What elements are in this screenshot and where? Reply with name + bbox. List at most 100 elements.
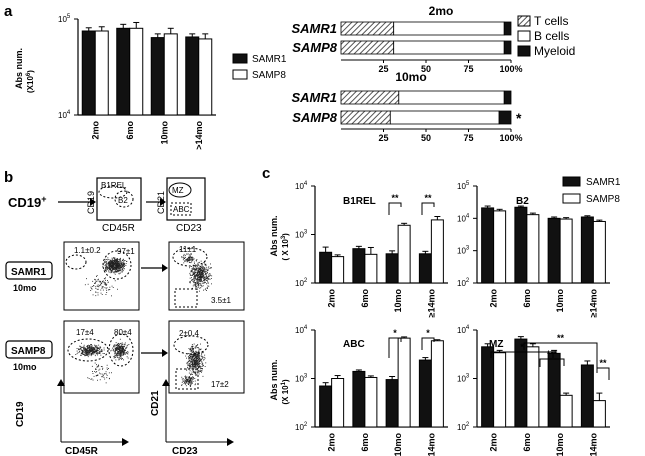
y-tick-label-0: 102 [295,278,308,288]
event-dot [192,365,194,367]
y-axis-label: Abs num. [14,48,24,89]
event-dot [198,353,199,355]
event-dot [193,354,195,356]
event-dot [200,281,202,282]
event-dot [126,345,128,347]
event-dot [99,353,101,354]
event-dot [207,272,208,273]
event-dot [190,377,192,379]
event-dot [106,374,108,376]
event-dot [200,276,202,278]
event-dot [185,376,187,378]
event-dot [192,274,193,276]
event-dot [197,274,199,276]
bar-samp8-0 [493,210,507,284]
event-dot [198,348,200,350]
event-dot [96,351,98,353]
event-dot [200,283,202,285]
event-dot [195,361,196,363]
event-dot [196,274,197,276]
b-samp8-row: SAMP8 10mo 17±4 80±4 2±0.4 17±2 [5,320,245,394]
event-dot [189,370,191,372]
event-dot [122,269,124,270]
event-dot [122,265,124,266]
event-dot [108,266,110,268]
event-dot [118,265,120,267]
event-dot [120,265,122,267]
event-dot [81,349,82,351]
event-dot [194,365,196,367]
event-dot [80,354,81,356]
gate-samp8-mz [173,335,209,355]
event-dot [197,363,199,365]
event-dot [106,261,108,263]
event-dot [111,266,113,268]
event-dot [109,268,110,269]
x-tick-label-1: 6mo [360,433,370,452]
event-dot [80,352,82,354]
event-dot [117,264,119,266]
event-dot [121,346,122,347]
event-dot [117,351,119,353]
event-dot [197,279,199,281]
event-dot [205,273,207,275]
event-dot [201,274,203,276]
event-dot [115,348,116,350]
event-dot [197,270,199,272]
event-dot [207,282,209,284]
event-dot [196,353,198,355]
event-dot [118,357,120,359]
event-dot [199,366,201,368]
group-label-2mo: 2mo [429,4,454,18]
event-dot [107,269,109,271]
event-dot [99,285,101,286]
event-dot [119,350,120,352]
event-dot [121,355,123,356]
schematic-box-2 [166,177,206,221]
event-dot [117,263,119,264]
event-dot [201,356,203,358]
y-tick-label-3: 105 [457,181,470,191]
event-dot [207,275,209,277]
event-dot [114,347,116,349]
bar-samr1-0 [481,207,495,284]
event-dot [87,377,89,379]
event-dot [190,365,191,367]
bar-samp8-2 [559,218,573,284]
bar-samp8-0 [331,256,345,284]
y-tick-label-0: 104 [58,110,71,120]
event-dot [115,265,117,267]
event-dot [118,269,120,271]
event-dot [205,265,207,267]
samr1-mz-value: 11±1 [179,245,197,254]
event-dot [199,366,201,367]
event-dot [119,344,121,345]
event-dot [122,265,123,266]
event-dot [104,262,106,263]
event-dot [189,385,191,387]
row-label-samp8: SAMP8 [292,40,338,55]
event-dot [190,383,192,385]
event-dot [118,347,120,349]
event-dot [89,345,91,347]
event-dot [197,354,199,356]
event-dot [102,368,103,370]
event-dot [107,268,109,269]
event-dot [90,347,92,349]
event-dot [116,349,118,350]
event-dot [90,378,92,380]
event-dot [112,260,114,262]
event-dot [106,292,108,293]
event-dot [193,266,195,268]
event-dot [189,367,191,369]
event-dot [200,355,202,357]
event-dot [94,283,95,284]
event-dot [188,383,190,385]
event-dot [107,262,109,264]
event-dot [85,350,87,352]
event-dot [97,279,99,281]
event-dot [201,271,203,273]
event-dot [92,280,94,282]
event-dot [105,371,107,373]
